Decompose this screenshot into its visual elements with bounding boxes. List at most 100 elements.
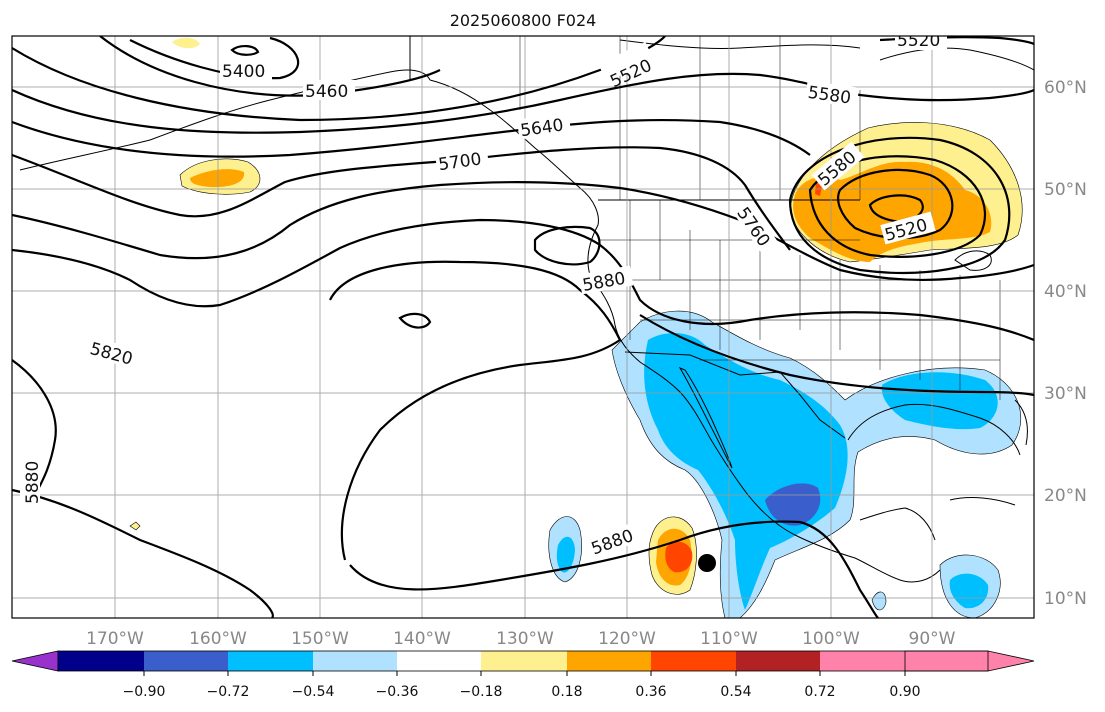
anomaly-region-mexico-dark — [765, 483, 821, 526]
map-frame — [11, 35, 1035, 619]
contour-low-ring-2 — [808, 155, 986, 258]
colorbar-bin — [397, 651, 481, 671]
lon-tick-label: 170°W — [86, 629, 144, 649]
lon-tick-label: 130°W — [496, 629, 554, 649]
gulf-coast — [847, 403, 1021, 456]
contour-label-5460: 5460 — [305, 82, 348, 102]
colorbar-bin — [567, 651, 651, 671]
graticule — [12, 36, 1034, 618]
contour-label-bg — [586, 521, 642, 559]
baja-california — [678, 366, 733, 469]
contour-5880-west — [12, 488, 274, 618]
anomaly-region-small-1 — [129, 521, 141, 531]
lat-tick-label: 40°N — [1044, 282, 1087, 302]
lon-tick-label: 160°W — [189, 629, 247, 649]
contour-label-bg — [516, 112, 572, 140]
contour-low-ring-4 — [868, 194, 924, 224]
contour-label-bg — [811, 141, 865, 191]
anomaly-region-mexico-mid — [644, 333, 848, 610]
colorbar-bin — [228, 651, 313, 671]
lat-tick-label: 20°N — [1044, 486, 1087, 506]
anomaly-region-pacific-mid — [190, 169, 245, 188]
colorbar-outline — [57, 650, 989, 672]
contour-5880-mid — [349, 520, 879, 618]
contour-5820-west-ring — [12, 359, 57, 496]
contour-low-ring-3 — [788, 136, 1011, 275]
contour-5820-outer — [12, 218, 1034, 342]
yucatan — [859, 507, 936, 541]
lon-tick-label: 110°W — [700, 629, 758, 649]
anomaly-region-carib-mid — [949, 573, 989, 609]
anomaly-region-pac-small — [871, 591, 887, 611]
contour-5580-west — [12, 72, 1034, 134]
colorbar-under-arrow — [11, 650, 59, 672]
lon-tick-label: 100°W — [802, 629, 860, 649]
colorbar-bin — [58, 651, 144, 671]
colorbar-bin — [736, 651, 820, 671]
hudson-bay — [879, 47, 1034, 71]
colorbar-tick-label: −0.36 — [376, 684, 419, 700]
canada-provinces — [519, 36, 861, 200]
contour-5880-east — [639, 314, 1034, 397]
colorbar-tick-label: 0.36 — [635, 684, 666, 700]
contour-label-bg — [578, 265, 634, 295]
colorbar-tick-label: −0.90 — [123, 684, 166, 700]
florida — [1014, 399, 1028, 446]
contour-5820-low-ring — [398, 312, 432, 329]
contour-5880-coast — [533, 225, 601, 266]
lon-tick-label: 120°W — [598, 629, 656, 649]
colorbar-tick-label: 0.90 — [889, 684, 920, 700]
colorbar-bin — [144, 651, 228, 671]
colorbar-ticks — [143, 671, 906, 676]
cuba — [949, 497, 1016, 506]
contour-label-5520-corner: 5520 — [897, 31, 940, 51]
contour-5640 — [12, 118, 811, 158]
contour-label-5400: 5400 — [222, 62, 265, 82]
anomaly-region-tropical-dark — [665, 541, 693, 573]
contour-labels: 5400 5460 5520 5520 5580 5640 5700 5760 … — [20, 31, 947, 559]
lon-tick-label: 90°W — [909, 629, 956, 649]
contour-label-bg — [434, 146, 490, 174]
contour-5400 — [129, 36, 300, 80]
map-title: 2025060800 F024 — [450, 11, 597, 30]
state-lines-horizontal — [600, 239, 1000, 361]
contour-5880-central — [329, 260, 622, 561]
contour-label-bg — [303, 80, 355, 100]
colorbar-tick-label: 0.72 — [804, 684, 835, 700]
lat-tick-label: 30°N — [1044, 384, 1087, 404]
contour-label-bg — [20, 452, 40, 504]
colorbar-bin — [651, 651, 736, 671]
longitude-labels: 170°W 160°W 150°W 140°W 130°W 120°W 110°… — [86, 629, 956, 649]
contour-label-bg — [220, 60, 272, 80]
contour-label-bg — [804, 80, 860, 108]
colorbar-over-arrow — [904, 650, 1035, 672]
lat-tick-label: 50°N — [1044, 180, 1087, 200]
colorbar-tick-label: −0.72 — [207, 684, 250, 700]
colorbar-tick-label: −0.54 — [292, 684, 335, 700]
map-area: 5400 5460 5520 5520 5580 5640 5700 5760 … — [12, 31, 1034, 618]
colorbar: −0.90 −0.72 −0.54 −0.36 −0.18 0.18 0.36 … — [11, 650, 1035, 700]
contour-label-bg — [732, 200, 780, 256]
colorbar-bin — [313, 651, 397, 671]
contour-label-5880-west: 5880 — [23, 461, 43, 504]
lat-tick-label: 10°N — [1044, 589, 1087, 609]
lon-tick-label: 140°W — [393, 629, 451, 649]
storm-position-marker — [698, 554, 716, 572]
coastlines-borders — [19, 36, 1034, 583]
contour-low-ring-1 — [837, 168, 954, 240]
contour-label-bg — [880, 211, 936, 245]
latitude-labels: 60°N 50°N 40°N 30°N 20°N 10°N — [1044, 78, 1087, 609]
negative-anomaly-shading — [548, 310, 1021, 618]
contour-label-bg — [86, 336, 142, 370]
colorbar-tick-label: −0.18 — [460, 684, 503, 700]
contour-5400-ring — [230, 45, 260, 56]
colorbar-tick-label: 0.54 — [720, 684, 751, 700]
anomaly-region-small-2 — [172, 37, 200, 49]
contour-5760 — [12, 181, 1034, 282]
alaska-coast — [19, 69, 431, 171]
contour-label-bg — [598, 41, 654, 83]
colorbar-bin — [481, 651, 567, 671]
colorbar-bin — [820, 651, 905, 671]
lon-tick-label: 150°W — [291, 629, 349, 649]
